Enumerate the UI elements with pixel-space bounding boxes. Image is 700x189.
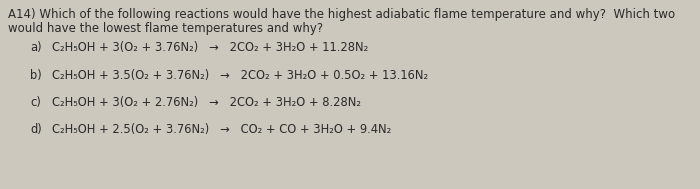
Text: b): b) — [30, 69, 42, 82]
Text: C₂H₅OH + 2.5(O₂ + 3.76N₂)   →   CO₂ + CO + 3H₂O + 9.4N₂: C₂H₅OH + 2.5(O₂ + 3.76N₂) → CO₂ + CO + 3… — [52, 123, 391, 136]
Text: d): d) — [30, 123, 42, 136]
Text: A14) Which of the following reactions would have the highest adiabatic flame tem: A14) Which of the following reactions wo… — [8, 8, 675, 21]
Text: C₂H₅OH + 3.5(O₂ + 3.76N₂)   →   2CO₂ + 3H₂O + 0.5O₂ + 13.16N₂: C₂H₅OH + 3.5(O₂ + 3.76N₂) → 2CO₂ + 3H₂O … — [52, 69, 428, 82]
Text: C₂H₅OH + 3(O₂ + 2.76N₂)   →   2CO₂ + 3H₂O + 8.28N₂: C₂H₅OH + 3(O₂ + 2.76N₂) → 2CO₂ + 3H₂O + … — [52, 96, 361, 109]
Text: would have the lowest flame temperatures and why?: would have the lowest flame temperatures… — [8, 22, 323, 35]
Text: a): a) — [30, 41, 41, 54]
Text: C₂H₅OH + 3(O₂ + 3.76N₂)   →   2CO₂ + 3H₂O + 11.28N₂: C₂H₅OH + 3(O₂ + 3.76N₂) → 2CO₂ + 3H₂O + … — [52, 41, 368, 54]
Text: c): c) — [30, 96, 41, 109]
